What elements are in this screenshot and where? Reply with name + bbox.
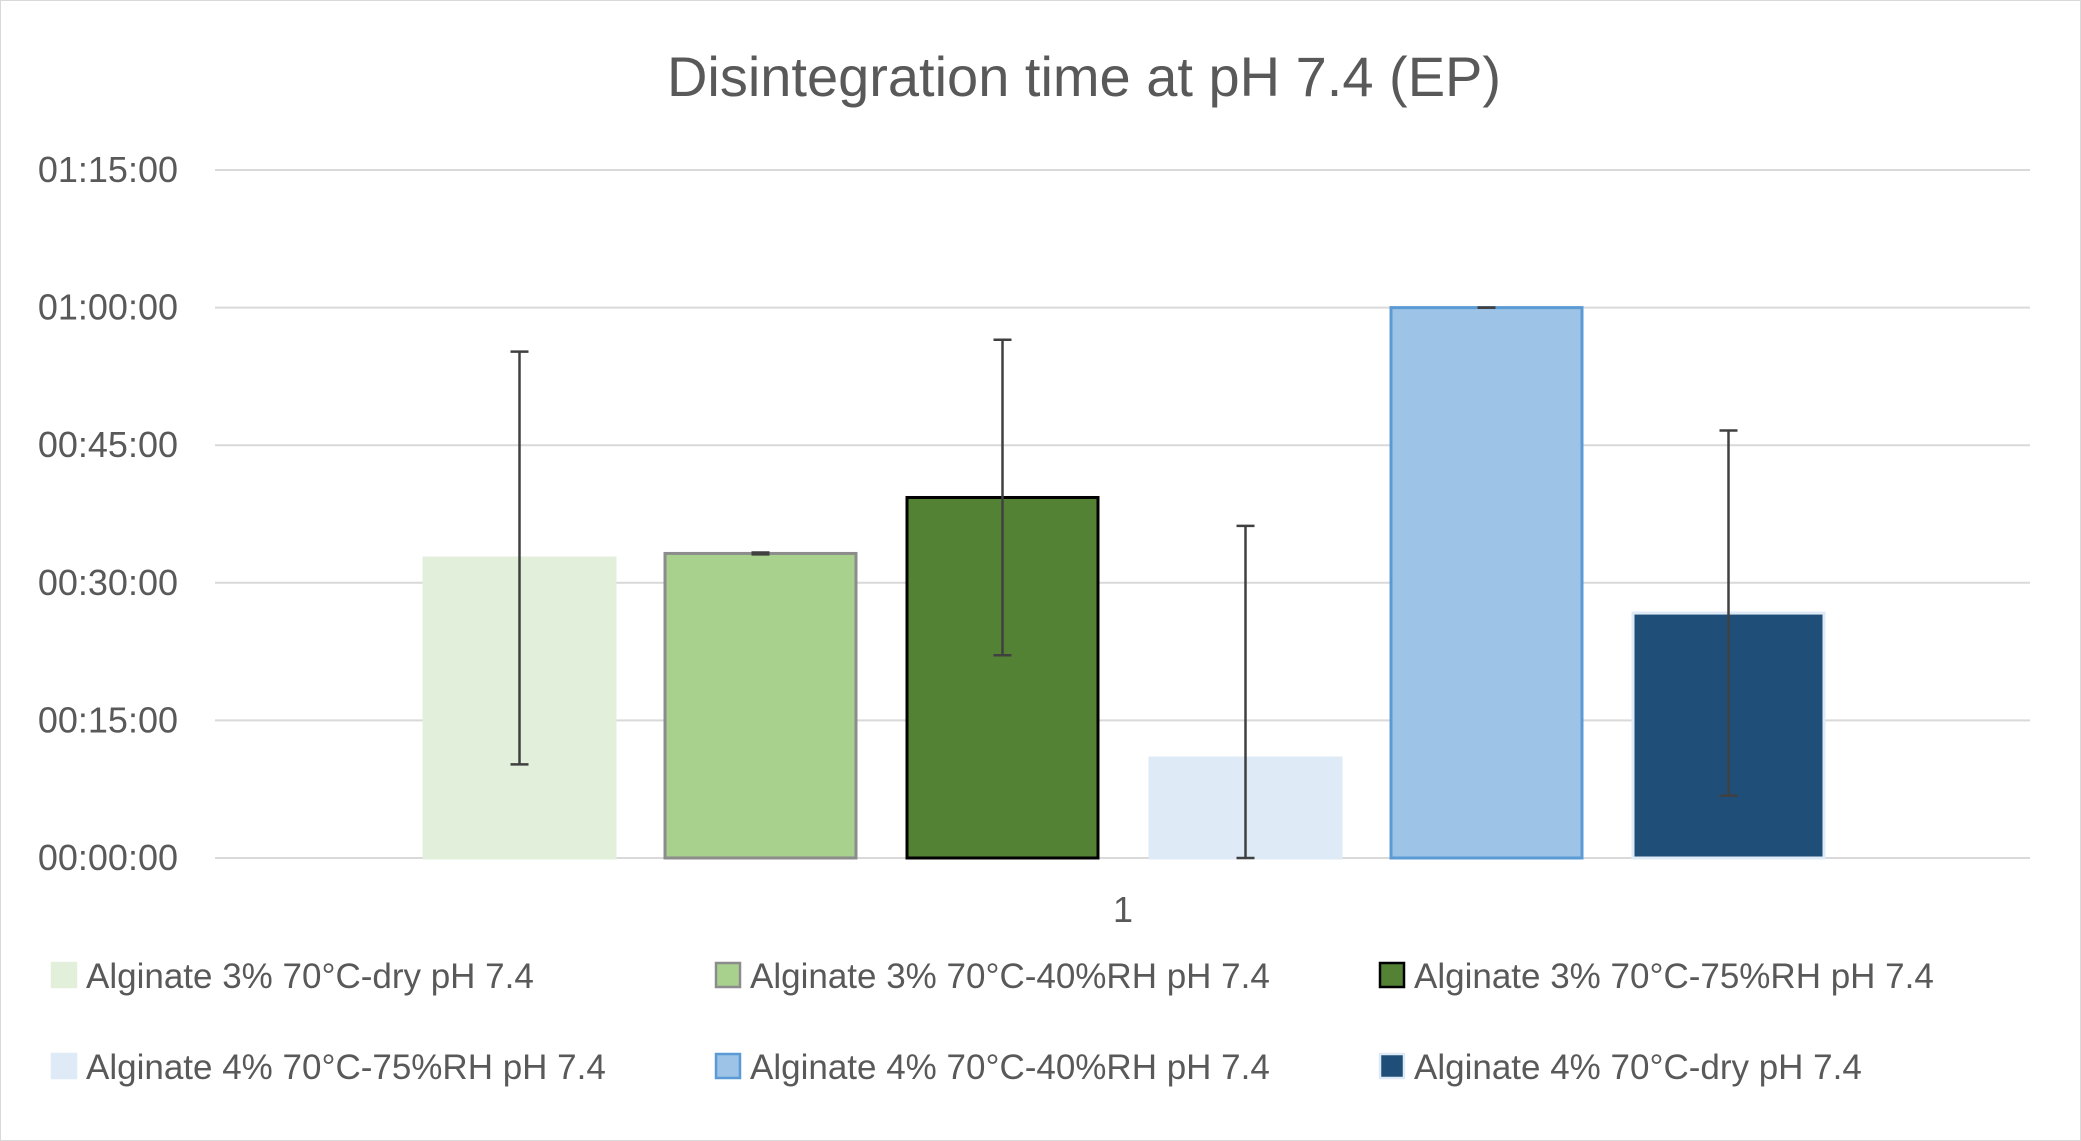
- legend-item: Alginate 4% 70°C-75%RH pH 7.4: [50, 1048, 606, 1087]
- legend-label: Alginate 4% 70°C-75%RH pH 7.4: [86, 1048, 606, 1087]
- y-tick-label: 00:15:00: [38, 699, 178, 740]
- bar: [1389, 306, 1584, 860]
- y-axis-ticks: 00:00:00 00:15:00 00:30:00 00:45:00 01:00:00…: [38, 149, 178, 878]
- legend: Alginate 3% 70°C-dry pH 7.4 Alginate 3% 7…: [50, 957, 1934, 1087]
- y-tick-label: 00:00:00: [38, 837, 178, 878]
- legend-label: Alginate 3% 70°C-40%RH pH 7.4: [750, 957, 1270, 996]
- legend-item: Alginate 3% 70°C-75%RH pH 7.4: [1378, 957, 1934, 996]
- legend-swatch: [50, 1052, 78, 1080]
- bar: [663, 551, 858, 860]
- legend-swatch: [714, 961, 742, 989]
- legend-swatch: [50, 961, 78, 989]
- y-tick-label: 01:15:00: [38, 149, 178, 190]
- legend-item: Alginate 4% 70°C-40%RH pH 7.4: [714, 1048, 1270, 1087]
- legend-swatch: [1378, 1052, 1406, 1080]
- legend-label: Alginate 3% 70°C-dry pH 7.4: [86, 957, 534, 996]
- legend-swatch: [1378, 961, 1406, 989]
- y-tick-label: 01:00:00: [38, 287, 178, 328]
- y-tick-label: 00:30:00: [38, 562, 178, 603]
- chart-title: Disintegration time at pH 7.4 (EP): [667, 45, 1501, 108]
- legend-label: Alginate 3% 70°C-75%RH pH 7.4: [1414, 957, 1934, 996]
- legend-item: Alginate 3% 70°C-dry pH 7.4: [50, 957, 534, 996]
- legend-label: Alginate 4% 70°C-40%RH pH 7.4: [750, 1048, 1270, 1087]
- legend-item: Alginate 4% 70°C-dry pH 7.4: [1378, 1048, 1862, 1087]
- error-bars: [510, 306, 1738, 860]
- x-axis-ticks: 1: [1113, 889, 1133, 930]
- y-tick-label: 00:45:00: [38, 424, 178, 465]
- legend-swatch: [714, 1052, 742, 1080]
- legend-label: Alginate 4% 70°C-dry pH 7.4: [1414, 1048, 1862, 1087]
- x-tick-label: 1: [1113, 889, 1133, 930]
- legend-item: Alginate 3% 70°C-40%RH pH 7.4: [714, 957, 1270, 996]
